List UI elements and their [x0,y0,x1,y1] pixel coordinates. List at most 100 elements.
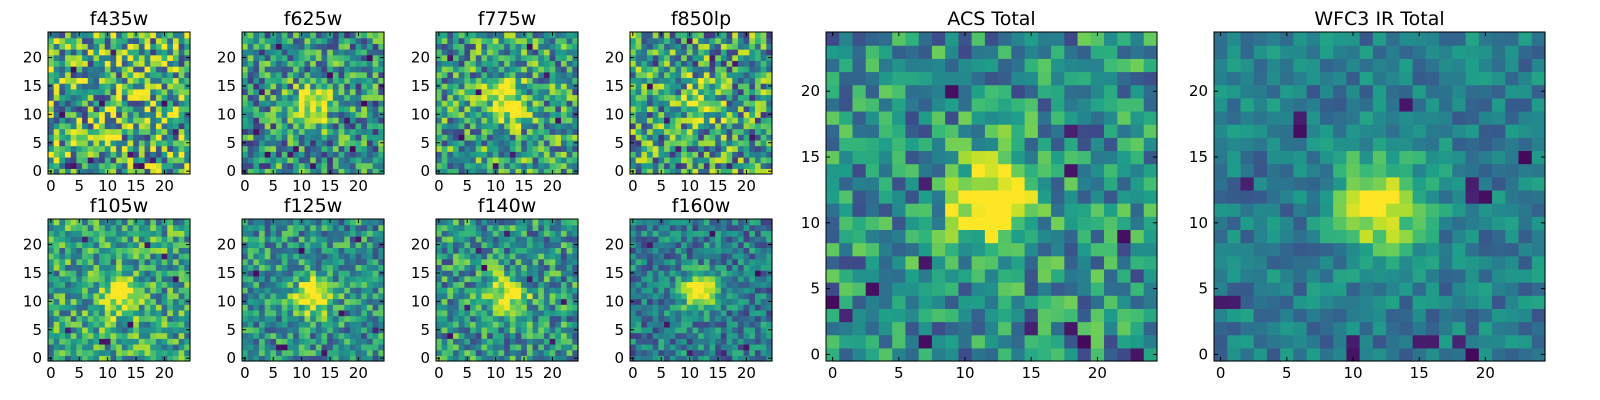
heatmap-cell [150,66,157,73]
heatmap-cell [247,156,254,164]
heatmap-cell [259,241,266,248]
heatmap-cell [298,270,306,277]
heatmap-cell [349,60,357,67]
heatmap-cell [498,66,505,73]
heatmap-cell [82,100,89,107]
heatmap-cell [59,304,66,311]
heatmap-cell [65,332,72,339]
heatmap-cell [441,94,448,101]
heatmap-cell [144,219,151,226]
heatmap-cell [150,134,157,141]
heatmap-cell [70,139,77,147]
heatmap-cell [138,134,146,141]
heatmap-cell [572,343,579,351]
heatmap-cell [475,258,483,266]
heatmap-cell [138,338,146,345]
heatmap-cell [116,134,123,141]
heatmap-cell [99,236,106,243]
heatmap-cell [686,54,694,61]
heatmap-cell [521,315,528,322]
heatmap-cell [259,134,266,141]
panel-title: f850lp [671,8,731,30]
heatmap-cell [641,343,648,351]
heatmap-cell [150,100,157,107]
heatmap-cell [681,145,688,152]
heatmap-cell [509,298,517,305]
heatmap-cell [82,253,89,260]
heatmap-cell [53,304,60,311]
heatmap-cell [287,292,294,300]
heatmap-cell [150,156,157,164]
heatmap-cell [53,54,60,61]
heatmap-cell [555,49,562,56]
heatmap-cell [242,309,249,317]
heatmap-cell [361,287,368,294]
heatmap-cell [635,321,642,328]
heatmap-cell [504,168,511,175]
heatmap-cell [242,264,249,271]
heatmap-cell [526,264,534,271]
heatmap-cell [247,287,254,294]
heatmap-cell [99,224,106,231]
heatmap-cell [138,275,146,283]
heatmap-cell [664,168,671,175]
heatmap-cell [138,326,146,334]
heatmap-cell [720,309,728,317]
heatmap-cell [681,88,688,96]
heatmap-cell [498,241,505,248]
heatmap-cell [155,156,163,164]
heatmap-cell [453,145,460,152]
heatmap-cell [647,156,654,164]
heatmap-cell [133,309,140,317]
heatmap-cell [99,343,106,351]
heatmap-cell [652,315,659,322]
heatmap-cell [366,270,374,277]
heatmap-cell [315,94,323,101]
heatmap-cell [53,111,60,118]
heatmap-cell [116,355,123,362]
heatmap-cell [732,151,739,158]
heatmap-cell [754,134,762,141]
heatmap-cell [498,43,505,50]
heatmap-cell [281,349,289,356]
heatmap-cell [155,355,163,362]
heatmap-cell [560,77,568,84]
heatmap-cell [737,66,745,73]
heatmap-cell [310,43,317,50]
heatmap-cell [664,94,671,101]
heatmap-cell [681,66,688,73]
heatmap-cell [155,77,163,84]
heatmap-cell [110,281,117,288]
heatmap-cell [82,111,89,118]
heatmap-cell [53,281,60,288]
heatmap-cell [464,139,471,147]
heatmap-cell [361,94,368,101]
heatmap-cell [65,326,72,334]
heatmap-cell [259,100,266,107]
heatmap-cell [658,77,665,84]
heatmap-cell [116,168,123,175]
heatmap-cell [253,105,260,113]
heatmap-cell [720,134,728,141]
heatmap-cell [321,264,328,271]
heatmap-cell [720,94,728,101]
heatmap-cell [572,156,579,164]
heatmap-cell [498,275,505,283]
heatmap-cell [720,139,728,147]
heatmap-cell [144,71,151,79]
heatmap-cell [681,111,688,118]
heatmap-cell [669,49,677,56]
heatmap-cell [87,88,95,96]
heatmap-cell [475,77,483,84]
heatmap-cell [515,134,522,141]
heatmap-cell [475,287,483,294]
heatmap-cell [116,304,123,311]
heatmap-cell [287,43,294,50]
heatmap-cell [327,315,334,322]
heatmap-cell [681,49,688,56]
heatmap-cell [686,49,694,56]
heatmap-cell [635,139,642,147]
heatmap-cell [264,54,271,61]
heatmap-cell [161,270,168,277]
heatmap-cell [743,66,750,73]
